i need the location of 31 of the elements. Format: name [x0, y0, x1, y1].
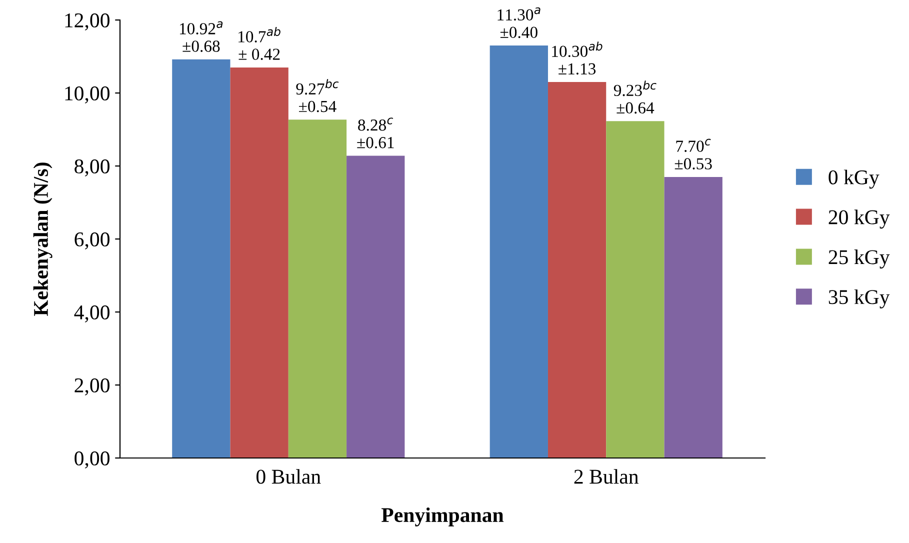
bar — [606, 121, 664, 458]
bar — [548, 82, 606, 458]
x-tick-label: 0 Bulan — [256, 469, 321, 484]
y-tick-label: 12,00 — [65, 13, 110, 30]
bar — [230, 67, 288, 458]
y-tick-label: 8,00 — [74, 159, 110, 176]
legend-label: 25 kGy — [828, 250, 890, 268]
x-axis-title: Penyimpanan — [382, 507, 504, 526]
legend-label: 0 kGy — [828, 170, 880, 189]
bar — [664, 176, 722, 458]
data-label: 9.27$^{bc}$ ±0.54 — [296, 79, 339, 112]
data-label: 10.30$^{ab}$ ±1.13 — [552, 42, 602, 75]
bar — [172, 59, 230, 458]
y-axis-title: Kekenyalan (N/s) — [33, 162, 52, 316]
y-tick-label: 10,00 — [65, 86, 110, 104]
data-label: 9.23$^{bc}$ ±0.64 — [614, 80, 656, 114]
y-tick-label: 2,00 — [74, 378, 110, 396]
bar — [490, 46, 548, 458]
y-tick-label: 4,00 — [74, 305, 110, 322]
legend-label: 35 kGy — [828, 289, 890, 308]
x-tick-label: 2 Bulan — [574, 469, 639, 484]
data-label: 11.30$^{a}$ ±0.40 — [498, 7, 540, 38]
y-tick-label: 6,00 — [74, 232, 110, 250]
data-label: 10.92$^{a}$ ±0.68 — [180, 21, 223, 52]
data-label: 10.7$^{ab}$ ± 0.42 — [238, 26, 280, 60]
data-label: 8.28$^{c}$ ±0.61 — [357, 118, 394, 148]
data-label: 7.70$^{c}$ ±0.53 — [674, 138, 712, 170]
bar — [288, 120, 347, 458]
y-tick-label: 0,00 — [74, 451, 110, 468]
legend-label: 20 kGy — [828, 210, 890, 229]
bar — [346, 156, 405, 458]
